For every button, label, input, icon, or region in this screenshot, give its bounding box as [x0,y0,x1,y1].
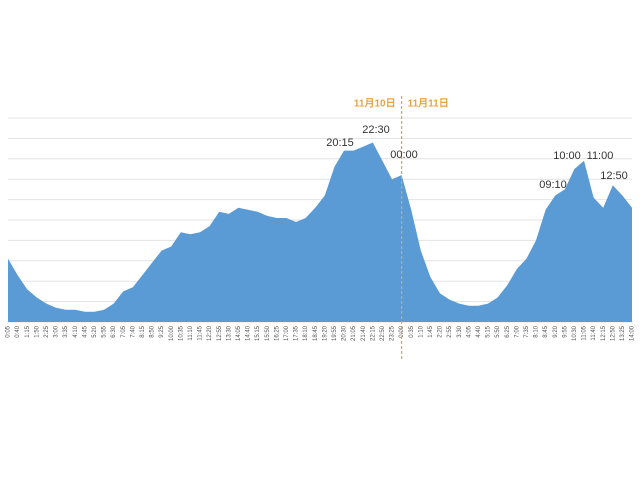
x-tick-label: 11:40 [591,325,597,340]
x-tick-label: 7:05 [121,325,127,337]
x-tick-label: 18:10 [303,325,309,341]
x-tick-label: 6:30 [111,325,117,337]
x-tick-label: 0:05 [6,325,12,337]
x-tick-label: 14:05 [236,325,242,341]
x-tick-label: 8:15 [140,325,146,337]
x-tick-label: 7:00 [514,325,520,337]
x-tick-label: 11:45 [198,325,204,340]
x-tick-label: 9:20 [553,325,559,337]
x-tick-label: 5:20 [92,325,98,337]
x-tick-label: 6:25 [505,325,511,337]
x-tick-label: 19:55 [332,325,338,341]
x-tick-label: 7:35 [524,325,530,337]
x-tick-label: 23:25 [390,325,396,341]
x-tick-label: 0:35 [409,325,415,337]
x-tick-label: 22:15 [370,325,376,341]
x-tick-label: 14:40 [246,325,252,341]
x-tick-label: 4:40 [476,325,482,337]
x-tick-label: 17:35 [294,325,300,341]
x-tick-label: 1:50 [34,325,40,337]
x-tick-label: 8:50 [150,325,156,337]
x-tick-label: 7:40 [130,325,136,337]
peak-annotation: 09:10 [539,179,567,191]
x-tick-label: 5:50 [495,325,501,337]
x-tick-label: 11:10 [188,325,194,340]
x-tick-label: 16:25 [274,325,280,341]
x-tick-label: 8:45 [543,325,549,337]
x-tick-label: 13:25 [620,325,626,341]
x-tick-label: 17:00 [284,325,290,341]
x-tick-label: 9:25 [159,325,165,337]
x-tick-label: 12:50 [610,325,616,341]
area [8,142,632,322]
day-label: 11月11日 [408,98,449,110]
x-tick-label: 5:15 [486,325,492,337]
x-tick-label: 15:50 [265,325,271,341]
x-tick-label: 1:15 [25,325,31,337]
x-tick-label: 3:30 [457,325,463,337]
x-tick-label: 10:30 [572,325,578,341]
x-tick-label: 12:15 [601,325,607,341]
x-tick-label: 20:30 [342,325,348,341]
x-tick-label: 12:55 [217,325,223,341]
x-tick-label: 9:55 [562,325,568,337]
x-tick-label: 21:05 [351,325,357,341]
x-tick-label: 3:00 [54,325,60,337]
day-label: 11月10日 [354,98,396,110]
x-tick-label: 13:30 [226,325,232,341]
peak-annotation: 22:30 [362,124,390,136]
x-tick-label: 5:55 [102,325,108,337]
x-tick-label: 21:40 [361,325,367,341]
x-tick-label: 10:35 [178,325,184,341]
peak-annotation: 00:00 [390,149,418,161]
x-tick-label: 4:05 [466,325,472,337]
x-tick-label: 11:05 [582,325,588,340]
x-tick-label: 2:25 [44,325,50,337]
peak-annotation: 10:00 [553,150,581,162]
x-tick-label: 19:20 [322,325,328,341]
x-tick-label: 18:45 [313,325,319,341]
x-tick-label: 1:45 [428,325,434,337]
x-tick-label: 12:20 [207,325,213,341]
x-tick-label: 8:10 [534,325,540,337]
x-tick-label: 4:45 [82,325,88,337]
x-tick-label: 15:15 [255,325,261,341]
peak-annotation: 11:00 [587,150,614,162]
x-tick-label: 22:50 [380,325,386,341]
x-tick-label: 0:40 [15,325,21,337]
x-tick-label: 1:10 [418,325,424,337]
x-tick-label: 10:00 [169,325,175,341]
x-tick-label: 2:20 [438,325,444,337]
x-tick-label: 2:55 [447,325,453,337]
x-tick-label: 3:35 [63,325,69,337]
peak-annotation: 12:50 [600,170,628,182]
peak-annotation: 20:15 [326,137,354,149]
x-tick-label: 4:10 [73,325,79,337]
x-tick-label: 14:00 [630,325,636,341]
